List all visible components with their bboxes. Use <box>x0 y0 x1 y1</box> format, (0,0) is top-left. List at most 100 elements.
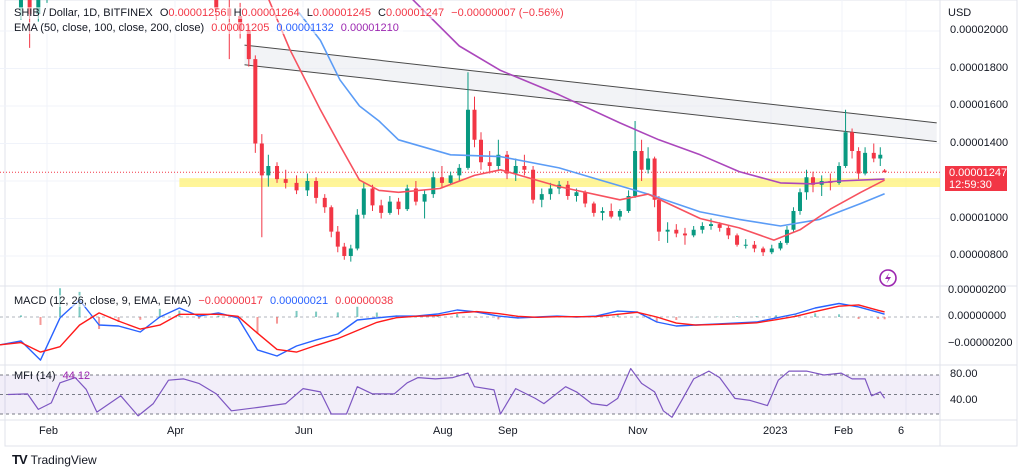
candle-body <box>294 182 299 191</box>
candle-body <box>479 139 483 163</box>
symbol-label[interactable]: SHIB / Dollar, 1D, BITFINEX <box>14 7 153 19</box>
macd-histogram-bar <box>616 313 619 317</box>
price-tick-label: 0.00001600 <box>950 99 1009 111</box>
channel-lower-line <box>244 64 937 143</box>
macd-histogram-bar <box>838 314 841 317</box>
macd-histogram-bar <box>356 306 359 317</box>
candle-body <box>682 233 687 236</box>
candle-body <box>361 188 366 215</box>
open-value: 0.00001256 <box>168 7 227 19</box>
candle-body <box>496 154 501 166</box>
macd-histogram-bar <box>197 317 200 319</box>
macd-title[interactable]: MACD (12, 26, close, 9, EMA, EMA) <box>14 295 192 307</box>
macd-histogram-bar <box>336 312 339 317</box>
ema-legend: EMA (50, close, 100, close, 200, close) … <box>14 22 403 34</box>
candle-body <box>665 229 670 232</box>
mfi-title[interactable]: MFI (14) <box>14 370 56 382</box>
lightning-icon[interactable] <box>879 269 897 287</box>
candle-body <box>626 196 631 211</box>
candle-body <box>804 177 809 193</box>
ema-title[interactable]: EMA (50, close, 100, close, 200, close) <box>14 22 205 34</box>
candle-body <box>726 227 731 236</box>
macd-histogram-bar <box>497 317 500 320</box>
macd-histogram-bar <box>636 316 639 318</box>
macd-histogram-bar <box>475 317 478 318</box>
candle-body <box>457 167 462 176</box>
tradingview-logo[interactable]: TV TradingView <box>12 452 97 467</box>
candle-body <box>396 201 401 210</box>
candle-body <box>472 109 477 140</box>
time-tick-label: 2023 <box>763 425 788 437</box>
candle-body <box>531 169 536 200</box>
macd-histogram-bar <box>456 314 459 317</box>
candle-body <box>784 229 789 243</box>
macd-tick-label: 0.00000200 <box>948 284 1007 296</box>
macd-histogram-bar <box>675 317 678 320</box>
price-tick-label: 0.00001800 <box>950 61 1009 74</box>
time-tick-label: Aug <box>433 425 453 437</box>
candle-body <box>700 226 705 230</box>
mfi-value: 44.12 <box>62 370 91 382</box>
candle-body <box>882 170 887 173</box>
candle-body <box>405 188 410 210</box>
macd-legend: MACD (12, 26, close, 9, EMA, EMA) −0.000… <box>14 295 398 307</box>
candle-body <box>214 0 219 9</box>
mfi-legend: MFI (14) 44.12 <box>14 370 94 382</box>
macd-line <box>0 299 885 361</box>
time-tick-label: Apr <box>167 425 185 437</box>
price-tick-label: 0.00001000 <box>950 211 1009 224</box>
macd-pane[interactable] <box>0 288 940 361</box>
candle-body <box>275 166 280 180</box>
macd-histogram-bar <box>775 315 778 317</box>
candle-body <box>348 248 353 256</box>
candle-body <box>565 184 570 196</box>
candle-body <box>583 192 588 204</box>
candle-body <box>691 229 696 236</box>
macd-histogram-bar <box>694 316 697 318</box>
candle-body <box>431 177 436 195</box>
close-value: 0.00001247 <box>385 7 445 19</box>
ema100-line <box>298 11 885 227</box>
macd-histogram-bar <box>814 313 817 317</box>
ema200-value: 0.00001210 <box>340 22 399 34</box>
macd-histogram-bar <box>158 308 161 317</box>
low-value: 0.00001245 <box>312 7 371 19</box>
candle-body <box>342 246 347 256</box>
ema100-value: 0.00001132 <box>276 22 334 34</box>
macd-hist-value: −0.00000017 <box>198 295 263 307</box>
macd-signal-value: 0.00000038 <box>335 295 394 307</box>
candle-body <box>355 214 360 249</box>
countdown: 12:59:30 <box>949 179 992 191</box>
time-tick-label: Feb <box>834 425 853 437</box>
price-legend: SHIB / Dollar, 1D, BITFINEX O0.00001256 … <box>14 7 568 19</box>
time-tick-label: Jun <box>295 425 313 437</box>
time-tick-label: Feb <box>39 425 58 437</box>
candle-body <box>778 242 783 249</box>
candle-body <box>709 224 714 226</box>
candle-body <box>791 211 796 230</box>
candle-body <box>811 177 816 185</box>
candle-body <box>379 205 384 213</box>
macd-histogram-bar <box>755 316 758 317</box>
candle-body <box>646 158 651 170</box>
price-tick-label: 0.00002000 <box>950 24 1009 36</box>
candle-body <box>769 248 774 253</box>
candle-body <box>743 244 748 246</box>
candle-body <box>322 197 327 208</box>
macd-histogram-bar <box>276 317 279 324</box>
mfi-pane[interactable] <box>0 367 940 418</box>
price-pane[interactable] <box>0 0 940 262</box>
currency-label: USD <box>948 7 972 19</box>
mfi-tick-label: 80.00 <box>950 368 978 380</box>
signal-line <box>0 304 885 353</box>
ema50-line <box>268 0 885 241</box>
mfi-tick-label: 40.00 <box>950 394 978 406</box>
macd-histogram-bar <box>736 316 739 317</box>
candle-body <box>871 152 876 159</box>
candle-body <box>513 166 518 174</box>
candle-body <box>843 132 848 166</box>
candle-body <box>717 224 722 228</box>
candle-body <box>370 188 375 206</box>
candle-body <box>422 194 427 202</box>
